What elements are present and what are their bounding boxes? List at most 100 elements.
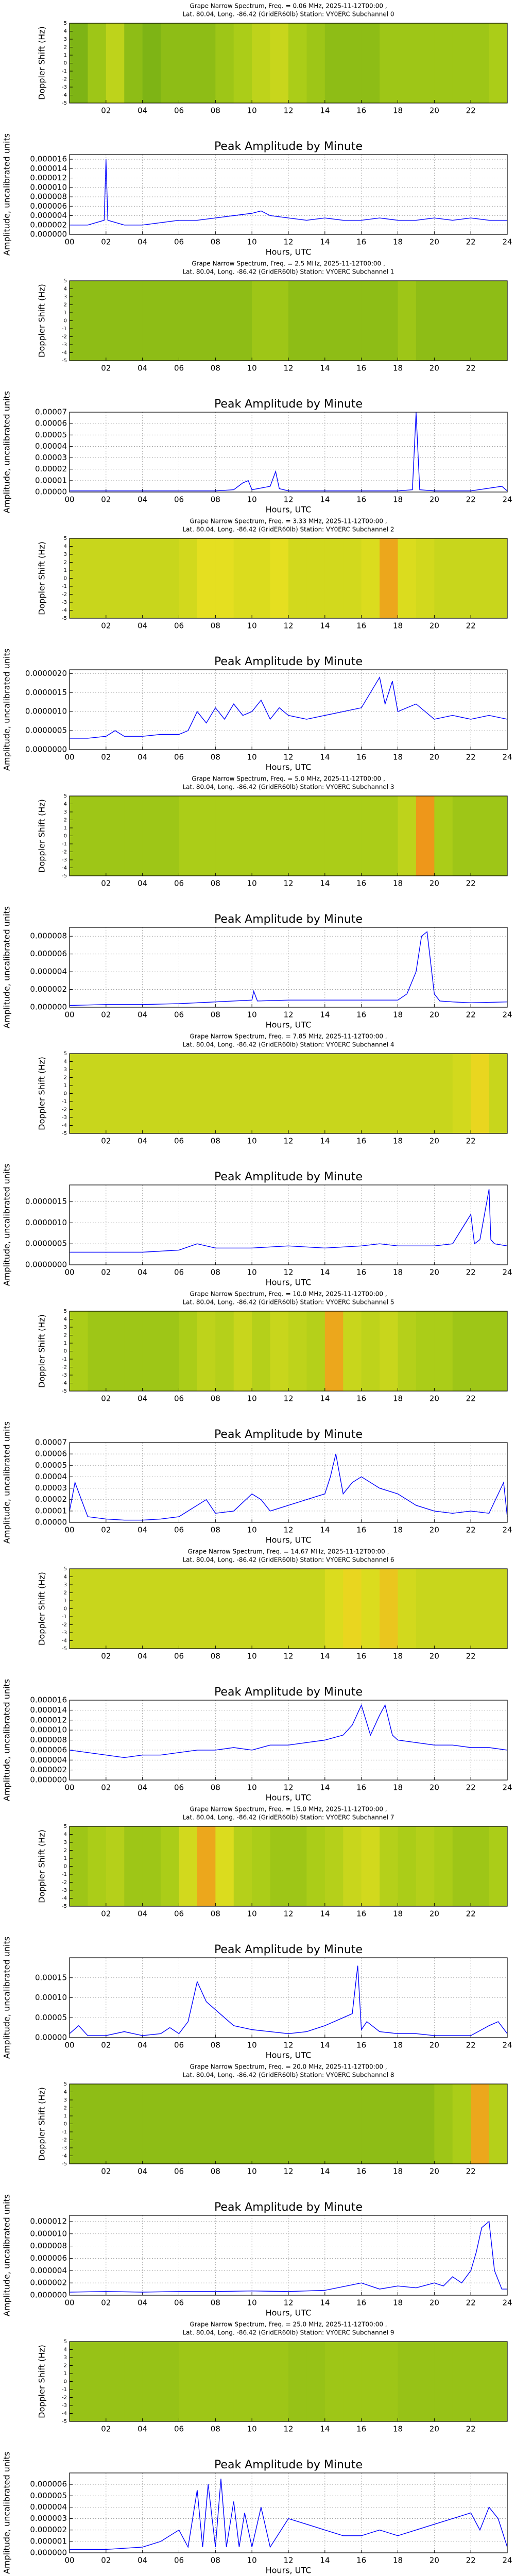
y-tick-label: 0.00000 — [35, 1518, 67, 1527]
x-tick-label: 20 — [430, 2425, 439, 2434]
y-tick-label: -2 — [62, 1622, 67, 1628]
heatmap-cell — [270, 796, 289, 876]
heatmap-cell — [343, 538, 362, 618]
y-tick-label: 0 — [64, 576, 67, 582]
heatmap-cell — [416, 281, 435, 361]
x-tick-label: 04 — [138, 1909, 147, 1919]
x-tick-label: 16 — [356, 1268, 366, 1277]
heatmap-cell — [343, 796, 362, 876]
x-tick-label: 06 — [174, 1137, 184, 1146]
x-tick-label: 02 — [101, 2425, 111, 2434]
x-tick-label: 02 — [101, 879, 111, 888]
x-tick-label: 10 — [247, 2556, 257, 2565]
y-tick-label: 0.00015 — [35, 1973, 67, 1982]
heatmap-cell — [416, 1054, 435, 1133]
heatmap-cell — [398, 23, 417, 103]
y-tick-label: 0.00005 — [35, 2013, 67, 2022]
x-axis-label: Hours, UTC — [266, 1535, 312, 1545]
x-tick-label: 22 — [466, 621, 476, 631]
y-tick-label: -5 — [62, 100, 67, 106]
heatmap-cell — [215, 538, 234, 618]
heatmap-cell — [197, 796, 216, 876]
y-tick-label: 5 — [64, 21, 67, 26]
x-tick-label: 22 — [466, 1394, 476, 1403]
y-tick-label: 0.000016 — [30, 155, 67, 164]
y-tick-label: 4 — [64, 1317, 67, 1323]
x-tick-label: 24 — [502, 495, 512, 504]
heatmap-cell — [252, 1311, 271, 1391]
x-tick-label: 10 — [247, 1652, 257, 1661]
heatmap-cell — [471, 1826, 490, 1906]
x-tick-label: 08 — [211, 1652, 220, 1661]
y-tick-label: 0.00004 — [35, 1472, 67, 1481]
x-tick-label: 10 — [247, 879, 257, 888]
x-tick-label: 18 — [393, 364, 403, 373]
heatmap-cell — [197, 2342, 216, 2421]
x-tick-label: 24 — [502, 2041, 512, 2050]
x-tick-label: 16 — [356, 1783, 366, 1792]
heatmap-cell — [142, 2084, 161, 2164]
x-tick-label: 10 — [247, 495, 257, 504]
y-tick-label: 0.00000 — [35, 2033, 67, 2042]
x-tick-label: 18 — [393, 2167, 403, 2176]
heatmap-cell — [197, 281, 216, 361]
y-tick-label: 0.000000 — [30, 2548, 67, 2557]
y-axis-label: Amplitude, uncalibrated units — [2, 1679, 12, 1801]
x-tick-label: 06 — [174, 1394, 184, 1403]
x-tick-label: 02 — [101, 1137, 111, 1146]
y-tick-label: 0.000000 — [30, 1003, 67, 1012]
y-tick-label: 0.00002 — [35, 464, 67, 473]
x-tick-label: 20 — [430, 238, 439, 247]
heatmap-cell — [124, 538, 143, 618]
y-axis-label: Doppler Shift (Hz) — [37, 2345, 47, 2418]
heatmap-cell — [197, 538, 216, 618]
x-tick-label: 18 — [393, 1268, 403, 1277]
x-tick-label: 20 — [430, 879, 439, 888]
chart-title: Grape Narrow Spectrum, Freq. = 7.85 MHz,… — [190, 1033, 387, 1040]
y-tick-label: -5 — [62, 616, 67, 621]
heatmap-cell — [215, 23, 234, 103]
y-tick-label: -3 — [62, 2145, 67, 2151]
y-tick-label: 4 — [64, 29, 67, 35]
heatmap-cell — [361, 1569, 380, 1649]
heatmap-cell — [106, 1311, 125, 1391]
chart-title: Grape Narrow Spectrum, Freq. = 2.5 MHz, … — [192, 260, 385, 267]
x-tick-label: 14 — [320, 1137, 330, 1146]
plot-frame — [69, 1957, 508, 2038]
x-tick-label: 24 — [502, 2556, 512, 2565]
heatmap-cell — [124, 1569, 143, 1649]
plot-frame — [69, 1442, 508, 1523]
x-tick-label: 16 — [356, 753, 366, 762]
heatmap-cell — [306, 23, 325, 103]
x-tick-label: 04 — [138, 2298, 147, 2308]
x-tick-label: 20 — [430, 1526, 439, 1535]
chart-subtitle: Lat. 80.04, Long. -86.42 (GridER60lb) St… — [182, 2329, 394, 2336]
heatmap-cell — [380, 796, 398, 876]
chart-subtitle: Lat. 80.04, Long. -86.42 (GridER60lb) St… — [182, 2072, 394, 2079]
heatmap-cell — [215, 1569, 234, 1649]
heatmap-cell — [380, 23, 398, 103]
y-tick-label: 3 — [64, 1582, 67, 1588]
x-tick-label: 16 — [356, 2167, 366, 2176]
heatmap-cell — [179, 23, 198, 103]
heatmap-cell — [434, 2084, 453, 2164]
x-tick-label: 02 — [101, 2556, 111, 2565]
y-tick-label: 0 — [64, 1606, 67, 1612]
data-line — [70, 1189, 508, 1253]
heatmap-cell — [124, 23, 143, 103]
chart-title: Peak Amplitude by Minute — [214, 2459, 363, 2471]
y-tick-label: 0 — [64, 318, 67, 324]
x-tick-label: 14 — [320, 2425, 330, 2434]
y-tick-label: -4 — [62, 1638, 67, 1644]
y-tick-label: 0.000003 — [30, 2514, 67, 2523]
x-tick-label: 08 — [211, 1137, 220, 1146]
heatmap-cell — [88, 2084, 107, 2164]
heatmap-cell — [215, 2084, 234, 2164]
heatmap-cell — [434, 796, 453, 876]
y-tick-label: 3 — [64, 37, 67, 42]
y-tick-label: -3 — [62, 1888, 67, 1893]
chart-subtitle: Lat. 80.04, Long. -86.42 (GridER60lb) St… — [182, 11, 394, 18]
heatmap-cell — [416, 2084, 435, 2164]
y-tick-label: 0.000012 — [30, 2216, 67, 2226]
